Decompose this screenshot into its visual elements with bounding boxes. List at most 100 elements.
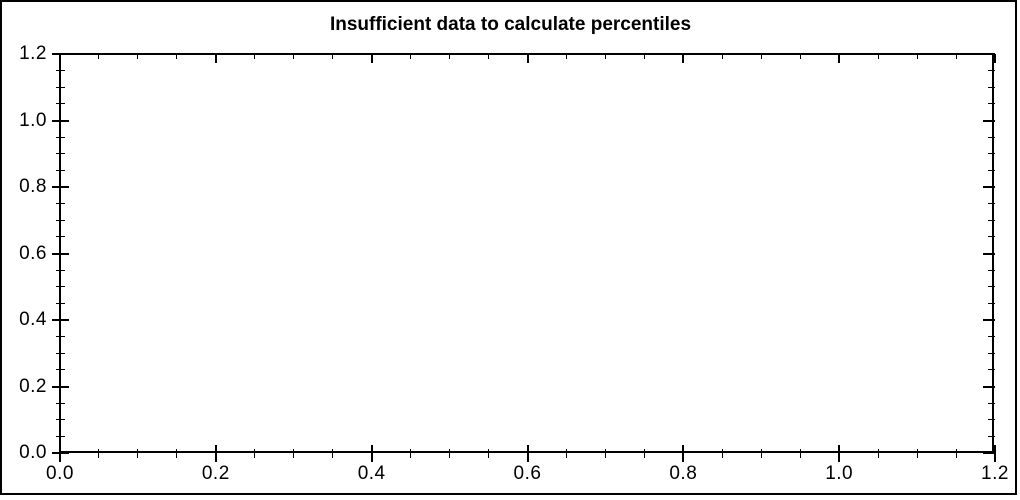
y-axis-minor-tick: [56, 302, 65, 304]
top-axis-major-tick: [838, 54, 841, 63]
top-axis-minor-tick: [254, 54, 256, 59]
x-axis-major-tick: [838, 445, 841, 462]
x-axis-minor-tick: [799, 449, 801, 458]
y-axis-minor-tick: [56, 352, 65, 354]
right-axis-minor-tick: [988, 286, 995, 288]
y-axis-minor-tick: [56, 219, 65, 221]
top-axis-minor-tick: [449, 54, 451, 59]
y-axis-minor-tick: [56, 153, 65, 155]
x-axis-minor-tick: [449, 449, 451, 458]
top-axis-minor-tick: [760, 54, 762, 59]
top-axis-minor-tick: [488, 54, 490, 59]
top-axis-minor-tick: [332, 54, 334, 59]
plot-area: [59, 53, 994, 453]
right-axis-minor-tick: [988, 269, 995, 271]
right-axis-minor-tick: [988, 136, 995, 138]
top-axis-minor-tick: [137, 54, 139, 59]
y-axis-tick-label: 0.2: [19, 375, 47, 397]
y-axis-tick-label: 0.8: [19, 176, 47, 197]
y-axis-major-tick: [52, 53, 69, 55]
top-axis-major-tick: [370, 54, 373, 63]
right-axis-major-tick: [983, 119, 995, 122]
x-axis-minor-tick: [293, 449, 295, 458]
x-axis-minor-tick: [488, 449, 490, 458]
top-axis-major-tick: [59, 54, 61, 63]
top-axis-minor-tick: [916, 54, 918, 59]
right-axis-minor-tick: [988, 302, 995, 304]
top-axis-major-tick: [994, 54, 996, 63]
x-axis-minor-tick: [760, 449, 762, 458]
right-axis-minor-tick: [988, 402, 995, 404]
top-axis-minor-tick: [955, 54, 957, 59]
y-axis-minor-tick: [56, 103, 65, 105]
right-axis-minor-tick: [988, 336, 995, 338]
x-axis-minor-tick: [643, 449, 645, 458]
x-axis-minor-tick: [254, 449, 256, 458]
y-axis-tick-label: 1.2: [19, 43, 47, 64]
right-axis-minor-tick: [988, 70, 995, 72]
right-axis-minor-tick: [988, 369, 995, 371]
x-axis-minor-tick: [955, 449, 957, 458]
right-axis-minor-tick: [988, 352, 995, 354]
right-axis-major-tick: [983, 319, 995, 321]
y-axis-major-tick: [52, 452, 69, 454]
x-axis-minor-tick: [721, 449, 723, 458]
x-axis-minor-tick: [98, 449, 100, 458]
x-axis-tick-label: 0.2: [201, 463, 230, 484]
y-axis-major-tick: [52, 319, 69, 321]
y-axis-minor-tick: [56, 70, 65, 72]
top-axis-minor-tick: [410, 54, 412, 59]
top-axis-minor-tick: [604, 54, 606, 59]
right-axis-minor-tick: [988, 236, 995, 238]
right-axis-minor-tick: [988, 86, 995, 88]
right-axis-major-tick: [983, 53, 995, 55]
right-axis-minor-tick: [988, 219, 995, 221]
top-axis-minor-tick: [98, 54, 100, 59]
y-axis-major-tick: [52, 186, 69, 188]
x-axis-major-tick: [370, 445, 373, 462]
top-axis-minor-tick: [176, 54, 178, 59]
x-axis-minor-tick: [916, 449, 918, 458]
x-axis-major-tick: [994, 445, 996, 462]
chart-title: Insufficient data to calculate percentil…: [329, 14, 692, 35]
top-axis-minor-tick: [565, 54, 567, 59]
x-axis-minor-tick: [604, 449, 606, 458]
right-axis-minor-tick: [988, 103, 995, 105]
top-axis-minor-tick: [799, 54, 801, 59]
right-axis-major-tick: [983, 252, 995, 255]
right-axis-major-tick: [983, 186, 995, 188]
y-axis-minor-tick: [56, 169, 65, 171]
y-axis-minor-tick: [56, 336, 65, 338]
right-axis-minor-tick: [988, 153, 995, 155]
top-axis-minor-tick: [643, 54, 645, 59]
x-axis-tick-label: 0.0: [46, 463, 74, 484]
x-axis-minor-tick: [410, 449, 412, 458]
y-axis-tick-label: 0.0: [19, 442, 47, 463]
y-axis-tick-label: 1.0: [19, 109, 47, 131]
top-axis-minor-tick: [293, 54, 295, 59]
top-axis-major-tick: [682, 54, 685, 63]
x-axis-minor-tick: [565, 449, 567, 458]
x-axis-tick-label: 1.0: [825, 463, 854, 484]
y-axis-minor-tick: [56, 402, 65, 404]
right-axis-minor-tick: [988, 203, 995, 205]
top-axis-major-tick: [526, 54, 529, 63]
x-axis-tick-label: 0.4: [357, 463, 386, 484]
y-axis-minor-tick: [56, 269, 65, 271]
top-axis-minor-tick: [877, 54, 879, 59]
y-axis-minor-tick: [56, 136, 65, 138]
top-axis-minor-tick: [721, 54, 723, 59]
right-axis-minor-tick: [988, 169, 995, 171]
right-axis-minor-tick: [988, 419, 995, 421]
x-axis-tick-label: 0.6: [513, 463, 542, 484]
x-axis-major-tick: [526, 445, 529, 462]
right-axis-major-tick: [983, 385, 995, 388]
y-axis-minor-tick: [56, 419, 65, 421]
x-axis-tick-label: 0.8: [669, 463, 698, 484]
y-axis-minor-tick: [56, 435, 65, 437]
x-axis-tick-label: 1.2: [981, 463, 1009, 484]
y-axis-tick-label: 0.4: [19, 309, 47, 330]
y-axis-major-tick: [52, 119, 69, 122]
right-axis-minor-tick: [988, 435, 995, 437]
